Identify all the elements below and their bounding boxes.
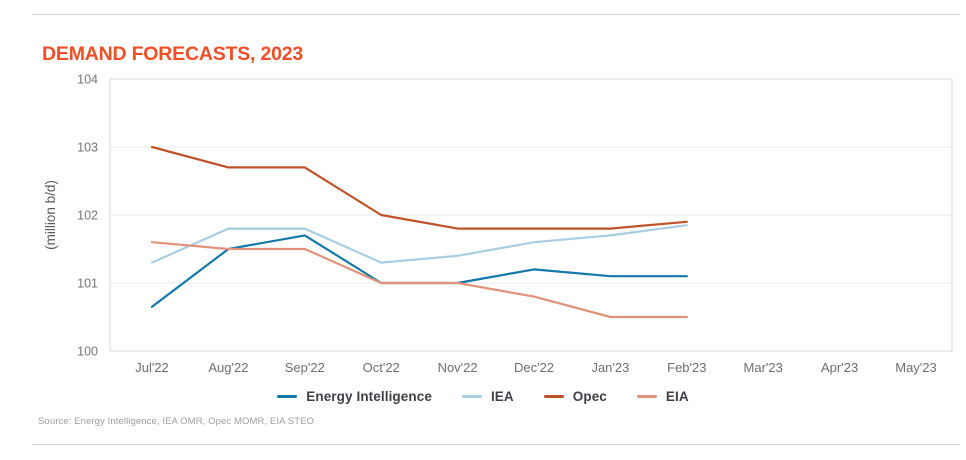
series-line-opec — [150, 145, 688, 230]
x-tick-label-dec-22: Dec'22 — [514, 360, 554, 375]
legend-line-swatch — [543, 395, 564, 398]
x-tick-label-nov-22: Nov'22 — [438, 360, 478, 375]
chart-legend: Energy Intelligence IEA Opec EIA — [0, 389, 966, 404]
legend-line-swatch — [636, 395, 657, 398]
x-tick-label-may-23: May'23 — [895, 360, 937, 375]
y-tick-label-103: 103 — [77, 141, 98, 155]
legend-line-swatch — [461, 395, 482, 398]
series-line-eia — [150, 241, 688, 319]
plot-border — [109, 78, 953, 352]
legend-item-eia: EIA — [636, 389, 689, 404]
legend-label: EIA — [665, 389, 689, 404]
x-tick-label-jan-23: Jan'23 — [591, 360, 629, 375]
legend-label: Opec — [572, 389, 607, 404]
legend-label: Energy Intelligence — [306, 389, 432, 404]
bottom-divider — [32, 444, 960, 445]
source-note: Source: Energy Intelligence, IEA OMR, Op… — [38, 416, 315, 427]
y-tick-label-101: 101 — [77, 277, 98, 291]
x-tick-label-sep-22: Sep'22 — [285, 360, 325, 375]
series-line-iea — [150, 224, 688, 264]
legend-item-iea: IEA — [461, 389, 514, 404]
x-tick-label-aug-22: Aug'22 — [208, 360, 248, 375]
series-line-energy-intelligence — [150, 234, 688, 308]
legend-label: IEA — [490, 389, 514, 404]
y-tick-label-104: 104 — [77, 73, 98, 87]
legend-line-swatch — [277, 395, 298, 398]
x-tick-label-jul-22: Jul'22 — [135, 360, 169, 375]
x-tick-label-mar-23: Mar'23 — [744, 360, 783, 375]
x-tick-label-apr-23: Apr'23 — [821, 360, 858, 375]
page-title: DEMAND FORECASTS, 2023 — [42, 43, 304, 66]
legend-item-energy-intelligence: Energy Intelligence — [277, 389, 432, 404]
x-tick-label-feb-23: Feb'23 — [667, 360, 706, 375]
y-tick-label-102: 102 — [77, 209, 98, 223]
top-divider — [32, 14, 960, 15]
legend-item-opec: Opec — [543, 389, 607, 404]
x-tick-label-oct-22: Oct'22 — [363, 360, 400, 375]
y-tick-label-100: 100 — [77, 345, 98, 359]
